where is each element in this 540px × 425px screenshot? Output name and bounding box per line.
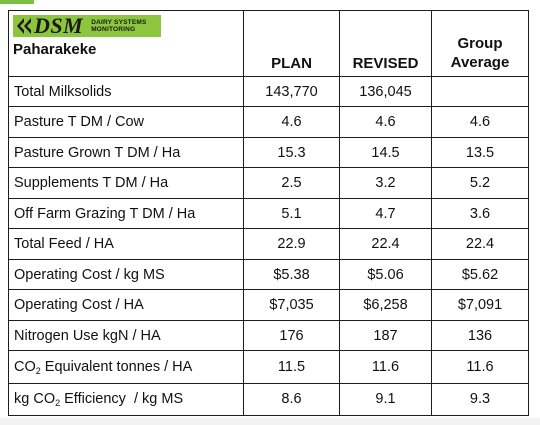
revised-value: 22.4 — [339, 228, 432, 260]
header-row: DSM DAIRY SYSTEMS MONITORING Paharakeke … — [8, 10, 529, 77]
top-accent — [0, 0, 34, 4]
logo-brand: DSM — [34, 13, 84, 38]
plan-value: 2.5 — [243, 167, 340, 199]
revised-value: 14.5 — [339, 136, 432, 169]
row-label: Off Farm Grazing T DM / Ha — [8, 197, 244, 230]
col-revised-label: REVISED — [352, 55, 419, 72]
table-row: Total Milksolids 143,770 136,045 — [8, 75, 529, 108]
logo-subtitle-2: MONITORING — [91, 26, 136, 33]
bottom-strip — [0, 418, 540, 425]
top-strip — [0, 0, 540, 8]
group-value: 9.3 — [431, 382, 529, 417]
table-row: Operating Cost / kg MS $5.38 $5.06 $5.62 — [8, 258, 529, 291]
group-value: 22.4 — [431, 228, 529, 260]
plan-value: $7,035 — [243, 289, 340, 321]
col-group-line2: Average — [450, 54, 510, 71]
table-row: Nitrogen Use kgN / HA 176 187 136 — [8, 319, 529, 352]
row-label: CO2 Equivalent tonnes / HA — [8, 350, 244, 384]
row-label: Supplements T DM / Ha — [8, 167, 244, 199]
row-label: Operating Cost / kg MS — [8, 258, 244, 291]
plan-value: 15.3 — [243, 136, 340, 169]
table-row: CO2 Equivalent tonnes / HA 11.5 11.6 11.… — [8, 350, 529, 384]
row-label: Operating Cost / HA — [8, 289, 244, 321]
revised-value: 136,045 — [339, 75, 432, 108]
table-row: Total Feed / HA 22.9 22.4 22.4 — [8, 228, 529, 260]
table-row: kg CO2 Efficiency / kg MS 8.6 9.1 9.3 — [8, 382, 529, 417]
group-value: 3.6 — [431, 197, 529, 230]
group-value: 13.5 — [431, 136, 529, 169]
plan-value: 143,770 — [243, 75, 340, 108]
revised-value: 11.6 — [339, 350, 432, 384]
row-label: Total Feed / HA — [8, 228, 244, 260]
col-group: Group Average — [431, 10, 529, 77]
row-label-sub: 2 — [55, 397, 61, 408]
plan-value: 22.9 — [243, 228, 340, 260]
group-value: 4.6 — [431, 106, 529, 138]
row-label-sub: 2 — [35, 365, 41, 376]
plan-value: $5.38 — [243, 258, 340, 291]
plan-value: 11.5 — [243, 350, 340, 384]
row-label: Total Milksolids — [8, 75, 244, 108]
plan-value: 176 — [243, 319, 340, 352]
revised-value: 187 — [339, 319, 432, 352]
row-label: Pasture Grown T DM / Ha — [8, 136, 244, 169]
table-row: Pasture T DM / Cow 4.6 4.6 4.6 — [8, 106, 529, 138]
row-label-pre: kg CO — [14, 390, 56, 407]
revised-value: 9.1 — [339, 382, 432, 417]
group-value: $5.62 — [431, 258, 529, 291]
row-label: Nitrogen Use kgN / HA — [8, 319, 244, 352]
farm-name: Paharakeke — [13, 41, 97, 58]
revised-value: $5.06 — [339, 258, 432, 291]
plan-value: 5.1 — [243, 197, 340, 230]
table-row: Pasture Grown T DM / Ha 15.3 14.5 13.5 — [8, 136, 529, 169]
col-revised: REVISED — [339, 10, 432, 77]
col-plan: PLAN — [243, 10, 340, 77]
revised-value: $6,258 — [339, 289, 432, 321]
plan-value: 8.6 — [243, 382, 340, 417]
logo-subtitle-1: DAIRY SYSTEMS — [91, 19, 147, 26]
table-row: Operating Cost / HA $7,035 $6,258 $7,091 — [8, 289, 529, 321]
table-row: Off Farm Grazing T DM / Ha 5.1 4.7 3.6 — [8, 197, 529, 230]
plan-value: 4.6 — [243, 106, 340, 138]
col-plan-label: PLAN — [271, 55, 312, 72]
col-group-line1: Group — [457, 35, 503, 52]
farm-header-cell: DSM DAIRY SYSTEMS MONITORING Paharakeke — [8, 10, 244, 77]
row-label-post: Equivalent tonnes / HA — [40, 358, 193, 375]
dsm-logo-icon — [17, 18, 31, 34]
results-table: DSM DAIRY SYSTEMS MONITORING Paharakeke … — [8, 10, 529, 417]
group-value — [431, 75, 529, 108]
revised-value: 3.2 — [339, 167, 432, 199]
group-value: 5.2 — [431, 167, 529, 199]
row-label: Pasture T DM / Cow — [8, 106, 244, 138]
group-value: $7,091 — [431, 289, 529, 321]
dsm-logo: DSM DAIRY SYSTEMS MONITORING — [13, 15, 161, 37]
table-row: Supplements T DM / Ha 2.5 3.2 5.2 — [8, 167, 529, 199]
group-value: 136 — [431, 319, 529, 352]
group-value: 11.6 — [431, 350, 529, 384]
row-label: kg CO2 Efficiency / kg MS — [8, 382, 244, 417]
revised-value: 4.6 — [339, 106, 432, 138]
row-label-pre: CO — [14, 358, 36, 375]
row-label-post: Efficiency / kg MS — [60, 390, 184, 407]
revised-value: 4.7 — [339, 197, 432, 230]
